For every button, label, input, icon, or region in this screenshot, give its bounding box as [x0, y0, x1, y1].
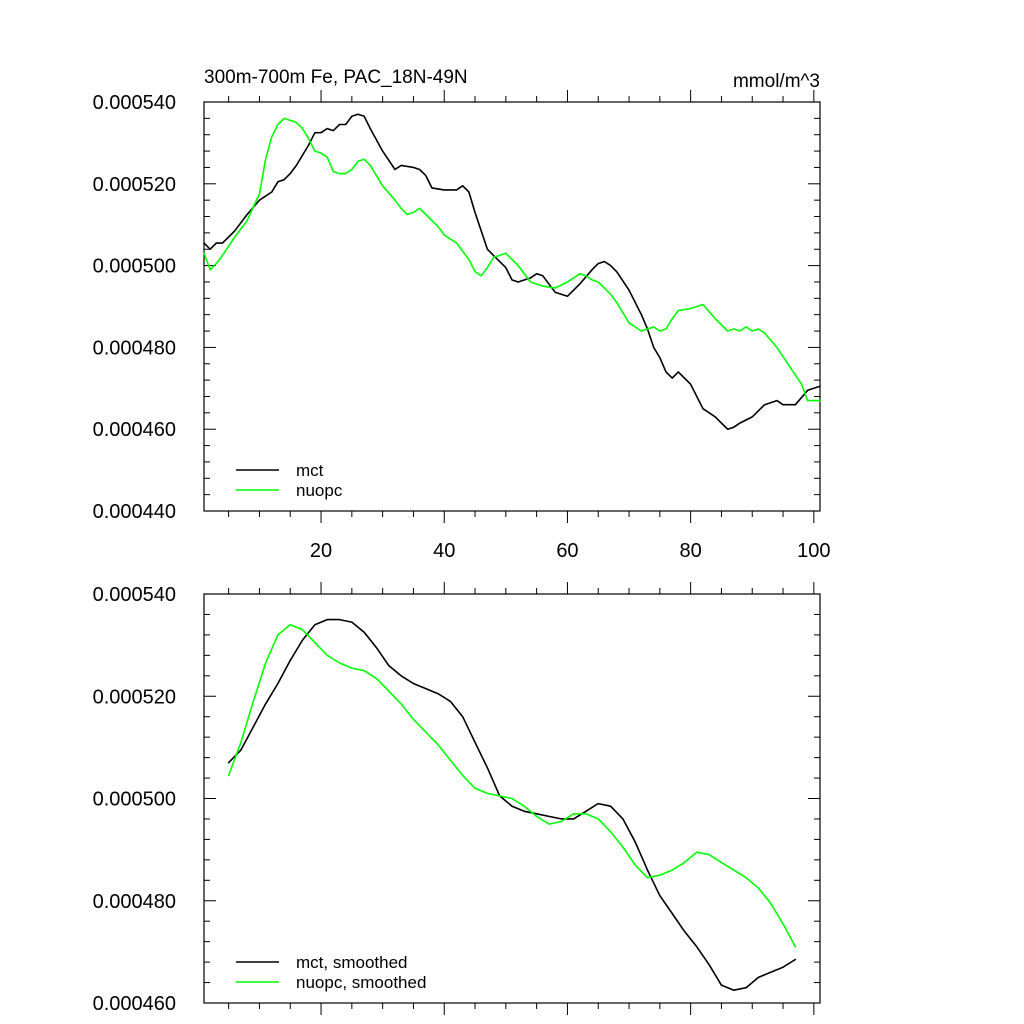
series-line-mct-smoothed: [227, 618, 797, 992]
y-tick-label: 0.000480: [93, 337, 176, 359]
x-tick-label: 80: [680, 540, 702, 562]
legend-label: mct, smoothed: [296, 953, 408, 972]
legend-label: mct: [296, 461, 324, 480]
y-tick-label: 0.000500: [93, 789, 176, 811]
y-tick-label: 0.000520: [93, 686, 176, 708]
y-tick-label: 0.000460: [93, 993, 176, 1015]
top-line-chart: 20 40 60 80 100 0.000440 0.000460 0.000480 0.000…: [93, 90, 831, 562]
y-tick-label: 0.000480: [93, 891, 176, 913]
series-line-nuopc-smoothed: [227, 623, 797, 948]
y-tick-label: 0.000500: [93, 256, 176, 278]
x-tick-label: 60: [556, 540, 578, 562]
series-line-nuopc: [203, 117, 821, 402]
y-tick-label: 0.000440: [93, 501, 176, 523]
plot-frame: [203, 101, 821, 512]
bottom-smoothed-line-chart: 0.000460 0.000480 0.000500 0.000520 0.000540…: [93, 582, 821, 1015]
chart-title: 300m-700m Fe, PAC_18N-49N: [204, 67, 468, 88]
y-tick-label: 0.000460: [93, 419, 176, 441]
x-tick-label: 100: [797, 540, 830, 562]
chart-units: mmol/m^3: [733, 71, 820, 92]
y-tick-label: 0.000540: [93, 584, 176, 606]
y-tick-label: 0.000540: [93, 92, 176, 114]
legend-label: nuopc: [296, 481, 343, 500]
x-tick-label: 20: [310, 540, 332, 562]
series-line-mct: [203, 113, 821, 431]
y-tick-label: 0.000520: [93, 174, 176, 196]
x-tick-label: 40: [433, 540, 455, 562]
legend-label: nuopc, smoothed: [296, 973, 426, 992]
